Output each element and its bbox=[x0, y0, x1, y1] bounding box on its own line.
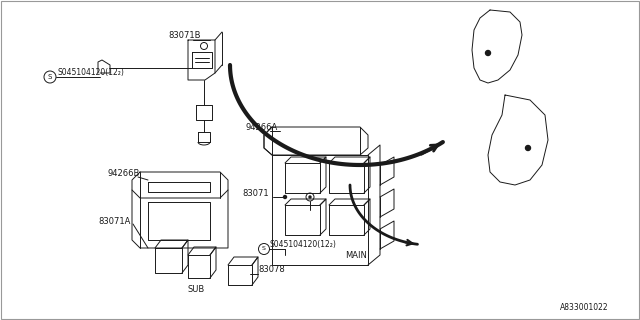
Circle shape bbox=[284, 196, 287, 198]
Text: MAIN: MAIN bbox=[345, 252, 367, 260]
Text: 83078: 83078 bbox=[258, 266, 285, 275]
Circle shape bbox=[525, 146, 531, 150]
Text: 94266A: 94266A bbox=[246, 124, 278, 132]
Text: S045104120(12₂): S045104120(12₂) bbox=[270, 241, 337, 250]
Text: 83071B: 83071B bbox=[168, 31, 200, 41]
Text: SUB: SUB bbox=[188, 285, 205, 294]
Text: 83071A: 83071A bbox=[98, 217, 131, 226]
Text: A833001022: A833001022 bbox=[560, 303, 609, 313]
Circle shape bbox=[309, 196, 311, 198]
Text: S045104120(12₂): S045104120(12₂) bbox=[58, 68, 125, 77]
Text: 83071: 83071 bbox=[242, 188, 269, 197]
Text: S: S bbox=[48, 74, 52, 80]
Circle shape bbox=[486, 51, 490, 55]
Text: 94266B: 94266B bbox=[107, 169, 140, 178]
Text: S: S bbox=[262, 246, 266, 252]
